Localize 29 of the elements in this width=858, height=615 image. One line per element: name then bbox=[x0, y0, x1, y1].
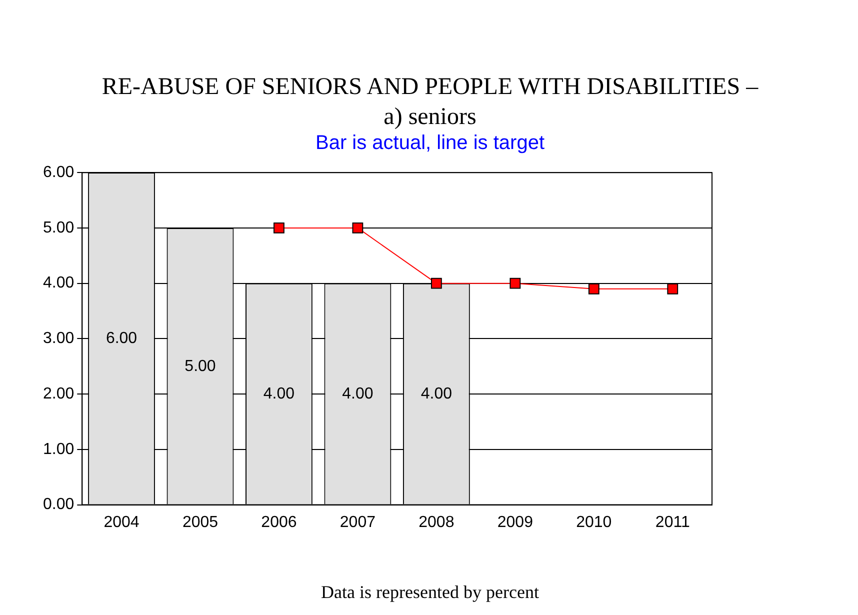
data-label: 4.00 bbox=[420, 385, 452, 402]
x-tick-label: 2010 bbox=[576, 514, 612, 531]
data-label: 4.00 bbox=[342, 385, 374, 402]
y-tick-label: 5.00 bbox=[43, 219, 74, 236]
data-label: 5.00 bbox=[184, 358, 216, 375]
data-label: 6.00 bbox=[106, 330, 138, 348]
x-tick-label: 2004 bbox=[104, 514, 140, 531]
y-tick-label: 6.00 bbox=[43, 164, 74, 182]
y-tick-label: 4.00 bbox=[43, 274, 74, 292]
x-tick-label: 2011 bbox=[655, 514, 690, 531]
point bbox=[510, 278, 521, 289]
chart-subtitle: Bar is actual, line is target bbox=[314, 132, 546, 155]
point bbox=[667, 283, 678, 294]
point bbox=[274, 222, 284, 234]
text: Data is represented by percent bbox=[320, 582, 540, 603]
x-tick-label: 2006 bbox=[261, 514, 297, 531]
data-label: 4.00 bbox=[263, 385, 295, 402]
x-tick-label: 2007 bbox=[340, 514, 376, 531]
x-tick-label: 2009 bbox=[497, 514, 534, 531]
chart-title: RE-ABUSE OF SENIORS AND PEOPLE WITH DISABILITIES – a) seniors bbox=[100, 73, 760, 132]
y-tick-label: 2.00 bbox=[43, 385, 74, 402]
point bbox=[352, 222, 364, 234]
point bbox=[430, 278, 442, 289]
x-tick-label: 2005 bbox=[182, 514, 218, 531]
point bbox=[588, 283, 600, 294]
y-tick-label: 0.00 bbox=[43, 496, 74, 514]
y-tick-label: 3.00 bbox=[43, 330, 74, 348]
y-tick-label: 1.00 bbox=[43, 440, 74, 458]
x-tick-label: 2008 bbox=[418, 514, 454, 531]
